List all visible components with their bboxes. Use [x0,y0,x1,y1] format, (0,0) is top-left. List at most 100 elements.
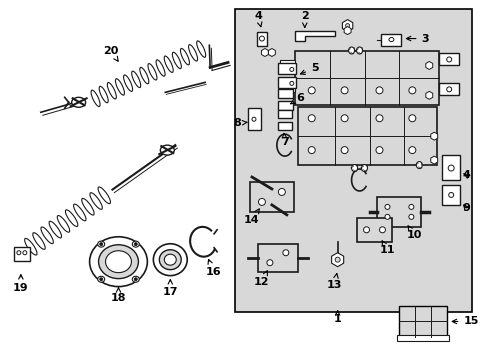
Ellipse shape [24,238,37,255]
Ellipse shape [164,56,173,72]
Text: 16: 16 [205,260,221,276]
Ellipse shape [307,147,315,154]
Ellipse shape [361,165,367,171]
Ellipse shape [351,165,357,171]
Ellipse shape [289,81,293,85]
Ellipse shape [307,87,315,94]
Polygon shape [425,62,432,69]
Ellipse shape [41,227,53,244]
Ellipse shape [341,115,347,122]
Bar [356,218,392,242]
Ellipse shape [341,87,347,94]
Bar [397,336,448,341]
Ellipse shape [57,216,70,232]
Polygon shape [342,20,352,32]
Ellipse shape [266,260,272,266]
Bar [381,33,401,45]
Ellipse shape [408,87,415,94]
Ellipse shape [363,227,369,233]
Bar [294,50,438,105]
Bar [256,32,266,45]
Text: 4: 4 [461,170,469,180]
Ellipse shape [375,147,382,154]
Ellipse shape [448,193,453,197]
Bar [249,182,293,212]
Text: 11: 11 [379,241,394,255]
Bar [14,247,30,261]
Ellipse shape [140,67,148,84]
Ellipse shape [307,115,315,122]
Ellipse shape [98,241,104,247]
Ellipse shape [100,243,102,246]
Ellipse shape [156,60,165,76]
Ellipse shape [408,214,413,219]
Ellipse shape [384,204,389,210]
Polygon shape [425,91,432,99]
Text: 8: 8 [233,118,246,128]
Polygon shape [430,132,437,140]
Ellipse shape [172,52,181,69]
Polygon shape [261,49,268,57]
Ellipse shape [81,198,94,215]
Ellipse shape [131,71,141,87]
Ellipse shape [89,237,147,287]
Ellipse shape [90,193,102,210]
Ellipse shape [375,115,382,122]
Bar [277,63,295,75]
Ellipse shape [375,87,382,94]
Ellipse shape [345,24,349,28]
Bar [279,60,294,71]
Text: 1: 1 [333,311,341,324]
Ellipse shape [99,86,108,103]
Bar [258,244,297,272]
Ellipse shape [65,210,78,226]
Ellipse shape [160,145,174,155]
Ellipse shape [123,75,132,91]
Bar [438,84,458,95]
Ellipse shape [23,251,27,255]
Ellipse shape [282,250,288,256]
Ellipse shape [196,41,205,57]
Bar [277,110,291,118]
Ellipse shape [408,204,413,210]
Ellipse shape [384,214,389,219]
Bar [441,185,459,205]
Text: 7: 7 [281,134,288,147]
Ellipse shape [388,37,393,41]
Ellipse shape [447,165,453,171]
Polygon shape [331,253,343,267]
Ellipse shape [73,204,86,221]
Ellipse shape [408,115,415,122]
Bar [441,155,459,180]
Bar [377,197,421,227]
Text: 17: 17 [162,280,178,297]
Ellipse shape [341,147,347,154]
Text: 9: 9 [461,203,469,213]
Text: 12: 12 [254,271,269,287]
Ellipse shape [334,257,340,262]
Ellipse shape [251,117,255,121]
Ellipse shape [278,189,285,195]
Text: 5: 5 [300,63,318,75]
Bar [438,54,458,66]
Ellipse shape [180,49,189,65]
Ellipse shape [258,198,265,206]
Bar [279,82,294,92]
Ellipse shape [415,162,422,168]
Text: 2: 2 [300,11,308,27]
Ellipse shape [188,45,197,61]
Polygon shape [294,31,334,41]
Text: 6: 6 [290,93,303,104]
Text: 19: 19 [13,275,29,293]
Ellipse shape [408,147,415,154]
Bar [277,89,292,98]
Ellipse shape [98,276,104,282]
Bar [277,101,292,110]
Bar [247,108,261,130]
Ellipse shape [72,97,85,107]
Bar [277,77,295,88]
Ellipse shape [164,254,176,265]
Ellipse shape [446,87,451,92]
Bar [297,107,436,165]
Ellipse shape [159,250,181,270]
